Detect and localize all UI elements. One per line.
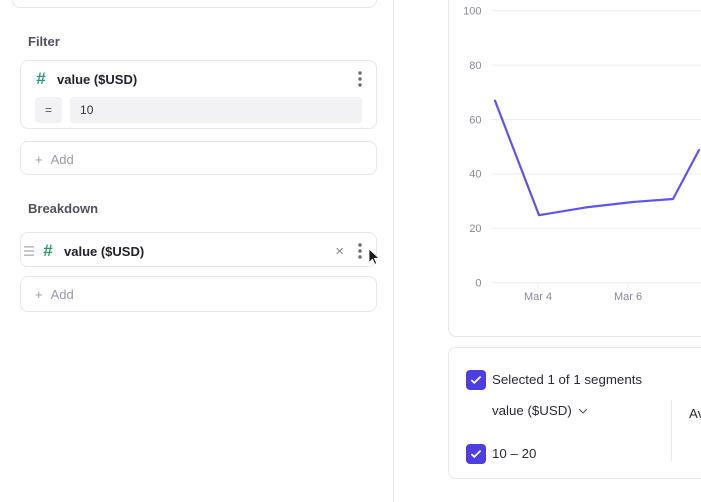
svg-text:40: 40 [469,169,481,181]
svg-text:0: 0 [475,278,481,290]
svg-text:80: 80 [469,60,481,72]
svg-text:100: 100 [463,6,481,18]
svg-text:60: 60 [469,114,481,126]
svg-text:20: 20 [469,223,481,235]
svg-text:Mar 6: Mar 6 [614,291,642,303]
svg-text:Mar 4: Mar 4 [524,291,552,303]
